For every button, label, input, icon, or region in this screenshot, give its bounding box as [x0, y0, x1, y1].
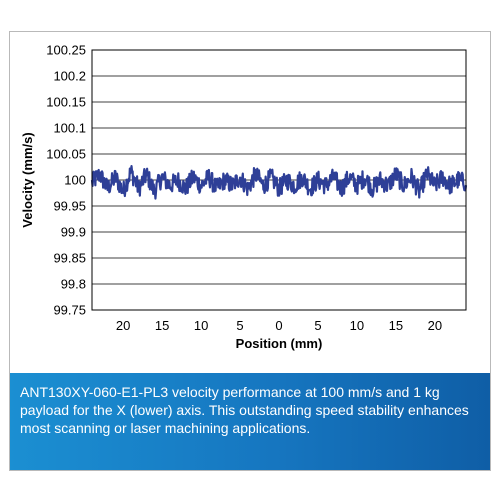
y-tick-label: 99.9: [61, 225, 86, 240]
y-tick-label: 100.1: [53, 121, 86, 136]
y-tick-label: 100.15: [46, 95, 86, 110]
y-tick-label: 99.85: [53, 251, 86, 266]
y-tick-label: 100.2: [53, 69, 86, 84]
y-tick-label: 99.75: [53, 303, 86, 318]
velocity-chart: 100.25100.2100.15100.1100.0510099.9599.9…: [20, 43, 468, 351]
x-axis-label: Position (mm): [236, 336, 323, 351]
x-tick-label: 20: [116, 318, 130, 333]
x-tick-label: 0: [275, 318, 282, 333]
y-axis-ticks: 100.25 100.2 100.15 100.1 100.05 100 99.95 99.9…: [46, 43, 86, 318]
y-tick-label: 99.95: [53, 199, 86, 214]
x-tick-label: 15: [389, 318, 403, 333]
y-tick-label: 99.8: [61, 277, 86, 292]
y-tick-label: 100.05: [46, 147, 86, 162]
x-axis-ticks: 20 15 10 5 0 5 10 15 20: [116, 318, 442, 333]
x-tick-label: 5: [314, 318, 321, 333]
y-tick-label: 100: [64, 173, 86, 188]
caption-text: ANT130XY-060-E1-PL3 velocity performance…: [20, 384, 469, 436]
series-layer: [90, 165, 468, 200]
series-line: [90, 165, 468, 200]
y-axis-label: Velocity (mm/s): [20, 132, 35, 227]
x-tick-label: 10: [350, 318, 364, 333]
x-tick-label: 15: [155, 318, 169, 333]
y-tick-label: 100.25: [46, 43, 86, 58]
caption-banner: ANT130XY-060-E1-PL3 velocity performance…: [10, 373, 490, 470]
x-tick-label: 20: [428, 318, 442, 333]
x-tick-label: 10: [194, 318, 208, 333]
plot-area-border: [91, 49, 467, 311]
x-tick-label: 5: [236, 318, 243, 333]
